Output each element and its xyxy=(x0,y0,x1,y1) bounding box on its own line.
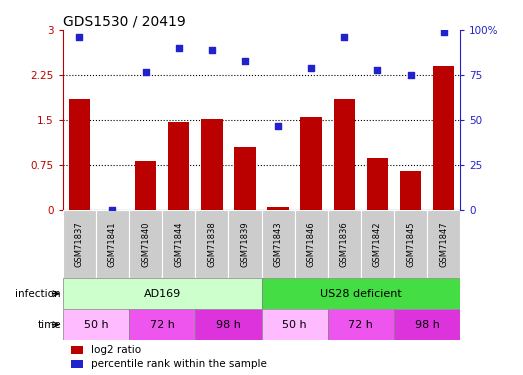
Text: GSM71844: GSM71844 xyxy=(174,222,183,267)
Text: GSM71838: GSM71838 xyxy=(207,222,217,267)
Text: US28 deficient: US28 deficient xyxy=(320,289,402,299)
Bar xyxy=(96,210,129,278)
Bar xyxy=(433,66,454,210)
Text: percentile rank within the sample: percentile rank within the sample xyxy=(90,359,266,369)
Bar xyxy=(234,147,256,210)
Point xyxy=(406,72,415,78)
Text: GSM71836: GSM71836 xyxy=(340,222,349,267)
Bar xyxy=(328,210,361,278)
Text: GSM71837: GSM71837 xyxy=(75,222,84,267)
Text: GSM71840: GSM71840 xyxy=(141,222,150,267)
Bar xyxy=(71,346,83,354)
Bar xyxy=(195,309,262,340)
Text: time: time xyxy=(38,320,61,330)
Bar xyxy=(262,278,460,309)
Point xyxy=(108,207,117,213)
Point xyxy=(340,34,348,40)
Text: GSM71845: GSM71845 xyxy=(406,222,415,267)
Bar xyxy=(195,210,229,278)
Text: 72 h: 72 h xyxy=(348,320,373,330)
Bar xyxy=(168,122,189,210)
Point xyxy=(439,29,448,35)
Text: GSM71843: GSM71843 xyxy=(274,222,282,267)
Point xyxy=(175,45,183,51)
Point xyxy=(241,58,249,64)
Bar xyxy=(63,309,129,340)
Bar xyxy=(361,210,394,278)
Bar xyxy=(63,210,96,278)
Point xyxy=(75,34,84,40)
Bar xyxy=(328,309,394,340)
Text: 98 h: 98 h xyxy=(415,320,439,330)
Bar xyxy=(394,210,427,278)
Text: 72 h: 72 h xyxy=(150,320,175,330)
Text: GDS1530 / 20419: GDS1530 / 20419 xyxy=(63,15,186,29)
Bar xyxy=(135,161,156,210)
Bar xyxy=(129,309,195,340)
Bar xyxy=(300,117,322,210)
Text: 50 h: 50 h xyxy=(282,320,307,330)
Bar xyxy=(71,360,83,368)
Bar xyxy=(400,171,422,210)
Text: infection: infection xyxy=(16,289,61,299)
Bar xyxy=(229,210,262,278)
Bar xyxy=(262,210,294,278)
Bar xyxy=(427,210,460,278)
Point xyxy=(141,69,150,75)
Bar xyxy=(63,278,262,309)
Bar xyxy=(267,207,289,210)
Bar xyxy=(394,309,460,340)
Text: GSM71842: GSM71842 xyxy=(373,222,382,267)
Text: AD169: AD169 xyxy=(143,289,181,299)
Bar xyxy=(334,99,355,210)
Bar xyxy=(262,309,328,340)
Point xyxy=(307,65,315,71)
Text: 50 h: 50 h xyxy=(84,320,108,330)
Text: GSM71839: GSM71839 xyxy=(241,222,249,267)
Text: 98 h: 98 h xyxy=(216,320,241,330)
Point xyxy=(208,47,216,53)
Bar xyxy=(162,210,195,278)
Text: GSM71847: GSM71847 xyxy=(439,222,448,267)
Bar xyxy=(294,210,328,278)
Text: GSM71841: GSM71841 xyxy=(108,222,117,267)
Bar xyxy=(129,210,162,278)
Point xyxy=(274,123,282,129)
Bar xyxy=(367,158,388,210)
Bar xyxy=(201,119,223,210)
Bar xyxy=(69,99,90,210)
Point xyxy=(373,67,382,73)
Text: GSM71846: GSM71846 xyxy=(306,222,316,267)
Text: log2 ratio: log2 ratio xyxy=(90,345,141,355)
